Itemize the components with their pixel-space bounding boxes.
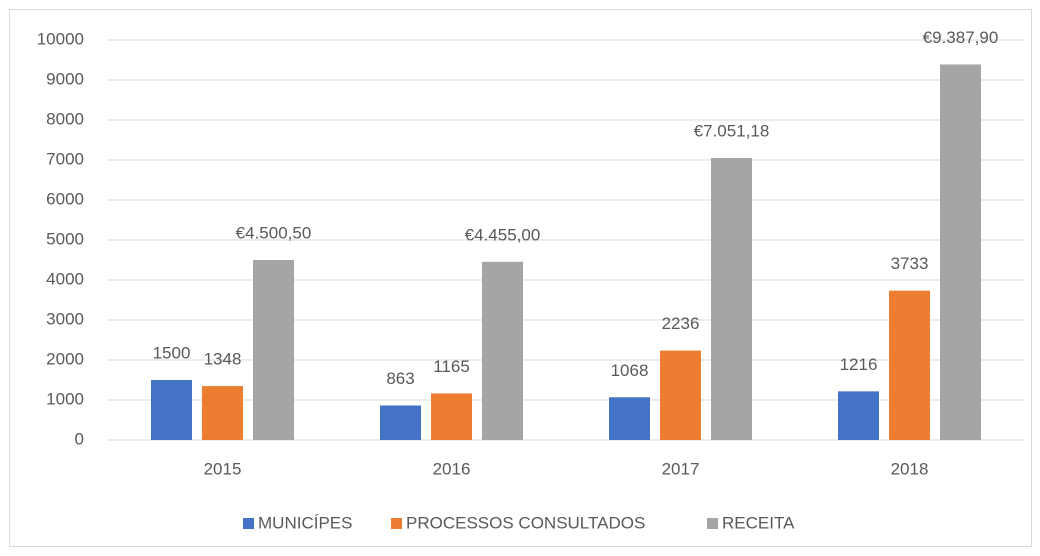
- data-label: €4.455,00: [465, 225, 541, 244]
- y-tick-label: 8000: [46, 109, 84, 128]
- y-tick-label: 1000: [46, 389, 84, 408]
- bar: [660, 350, 701, 440]
- bar: [711, 157, 752, 440]
- data-label: 1216: [840, 355, 878, 374]
- legend-label: MUNICÍPES: [258, 513, 352, 532]
- x-tick-label: 2017: [662, 459, 700, 478]
- bar: [940, 64, 981, 440]
- bar: [151, 380, 192, 440]
- y-tick-label: 6000: [46, 189, 84, 208]
- y-tick-label: 0: [75, 429, 84, 448]
- x-tick-label: 2015: [204, 459, 242, 478]
- legend-swatch: [243, 518, 254, 529]
- bar: [431, 393, 472, 440]
- bar: [838, 391, 879, 440]
- y-tick-label: 10000: [37, 29, 84, 48]
- legend-label: PROCESSOS CONSULTADOS: [406, 513, 645, 532]
- legend-label: RECEITA: [722, 513, 795, 532]
- bar: [202, 386, 243, 440]
- data-label: €9.387,90: [923, 28, 999, 47]
- data-label: €7.051,18: [694, 121, 770, 140]
- data-label: 1500: [153, 343, 191, 362]
- data-label: 863: [386, 369, 414, 388]
- y-tick-label: 5000: [46, 229, 84, 248]
- x-tick-label: 2018: [891, 459, 929, 478]
- y-tick-label: 4000: [46, 269, 84, 288]
- data-label: 1165: [433, 357, 470, 376]
- data-label: 1348: [204, 350, 242, 369]
- data-label: 2236: [662, 314, 700, 333]
- bar: [482, 261, 523, 440]
- x-tick-label: 2016: [433, 459, 471, 478]
- y-tick-label: 9000: [46, 69, 84, 88]
- bar: [889, 290, 930, 440]
- y-tick-label: 2000: [46, 349, 84, 368]
- y-tick-label: 7000: [46, 149, 84, 168]
- y-tick-label: 3000: [46, 309, 84, 328]
- legend-swatch: [707, 518, 718, 529]
- data-label: 1068: [611, 361, 649, 380]
- bar: [380, 405, 421, 440]
- bar: [253, 259, 294, 440]
- legend-swatch: [391, 518, 402, 529]
- data-label: 3733: [891, 254, 929, 273]
- bar: [609, 397, 650, 440]
- data-label: €4.500,50: [236, 223, 312, 242]
